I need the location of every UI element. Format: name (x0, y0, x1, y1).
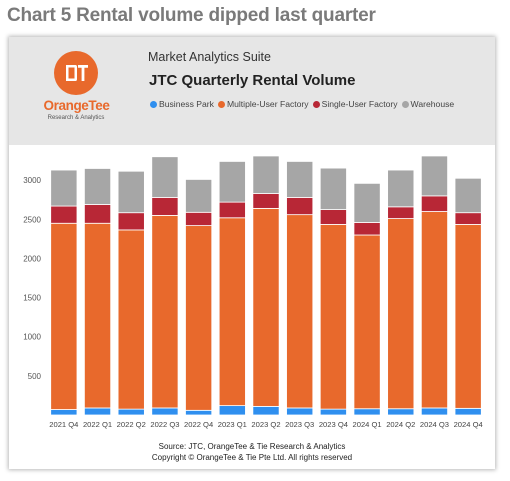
bar-segment-business-park (117, 408, 145, 416)
bar-segment-single-user-factory (151, 197, 179, 216)
bar-segment-single-user-factory (50, 205, 78, 224)
logo-monogram-icon (66, 65, 88, 81)
y-tick-label: 3000 (23, 176, 41, 185)
x-tick-label: 2023 Q3 (285, 420, 314, 429)
bar-segment-single-user-factory (117, 212, 145, 231)
x-tick-label: 2022 Q2 (117, 420, 146, 429)
bar-segment-multiple-user-factory (353, 234, 381, 410)
stacked-bar-chart: 500 1000 1500 2000 2500 3000 2021 Q4 2022 Q1 202… (23, 155, 483, 429)
bar-segment-multiple-user-factory (151, 215, 179, 409)
x-tick-label: 2021 Q4 (49, 420, 78, 429)
bar-segment-single-user-factory (218, 201, 246, 219)
bar-segment-business-park (387, 408, 415, 416)
bar-segment-multiple-user-factory (252, 207, 280, 407)
bar-segment-warehouse (84, 168, 112, 205)
y-tick-label: 2500 (23, 215, 41, 224)
bar-segment-single-user-factory (387, 206, 415, 219)
bar-segment-warehouse (151, 156, 179, 198)
bar-segment-multiple-user-factory (218, 217, 246, 407)
bar-segment-single-user-factory (353, 222, 381, 236)
bar-segment-multiple-user-factory (454, 224, 482, 409)
bar-segment-single-user-factory (454, 212, 482, 225)
logo-wordmark: OrangeTee (43, 98, 110, 113)
bar-segment-warehouse (218, 161, 246, 203)
x-tick-label: 2023 Q4 (319, 420, 348, 429)
bar-segment-single-user-factory (420, 195, 449, 212)
bar-segment-multiple-user-factory (50, 222, 78, 410)
bar-segment-warehouse (252, 155, 280, 194)
legend-item-single-user-factory: Single-User Factory (312, 99, 398, 109)
bar-segment-business-park (353, 408, 381, 416)
bar-segment-multiple-user-factory (420, 211, 449, 409)
bar-segment-warehouse (454, 177, 482, 214)
orangetee-logo-icon (54, 51, 98, 95)
legend-item-multiple-user-factory: Multiple-User Factory (217, 99, 309, 109)
bar-segment-warehouse (420, 155, 449, 197)
legend-label: Business Park (159, 99, 214, 109)
chart-legend: Business Park Multiple-User Factory Sing… (150, 99, 458, 109)
bar-segment-warehouse (353, 182, 381, 223)
x-tick-label: 2024 Q2 (386, 420, 415, 429)
x-tick-label: 2023 Q2 (251, 420, 280, 429)
bar-segment-business-park (84, 407, 112, 416)
legend-dot-icon (401, 100, 409, 108)
bar-segment-single-user-factory (185, 211, 213, 227)
bar-segment-warehouse (185, 179, 213, 213)
x-tick-label: 2023 Q1 (218, 420, 247, 429)
suite-name: Market Analytics Suite (148, 50, 271, 64)
bar-segment-business-park (50, 409, 78, 416)
bar-segment-business-park (151, 407, 179, 416)
bar-segment-warehouse (387, 169, 415, 208)
legend-dot-icon (217, 100, 225, 108)
bar-segment-multiple-user-factory (185, 225, 213, 411)
bar-segment-business-park (286, 407, 314, 416)
y-tick-label: 1000 (23, 333, 41, 342)
legend-label: Single-User Factory (321, 99, 398, 109)
x-tick-label: 2024 Q3 (420, 420, 449, 429)
y-tick-label: 500 (28, 372, 42, 381)
legend-item-business-park: Business Park (150, 99, 214, 109)
bar-segment-business-park (252, 405, 280, 416)
bar-segment-business-park (185, 409, 213, 416)
bar-segment-business-park (420, 407, 449, 416)
source-note: Source: JTC, OrangeTee & Tie Research & … (158, 442, 346, 451)
bar-segment-warehouse (50, 169, 78, 207)
bar-segment-multiple-user-factory (286, 214, 314, 409)
bar-segment-multiple-user-factory (84, 222, 112, 409)
chart-title: JTC Quarterly Rental Volume (149, 72, 356, 89)
bar-segment-business-park (218, 405, 246, 416)
legend-label: Warehouse (410, 99, 455, 109)
legend-item-warehouse: Warehouse (401, 99, 455, 109)
bar-segment-single-user-factory (252, 193, 280, 209)
x-tick-label: 2024 Q1 (353, 420, 382, 429)
bar-segment-business-park (319, 408, 347, 416)
bar-segment-multiple-user-factory (117, 229, 145, 410)
legend-dot-icon (312, 100, 320, 108)
bar-segment-single-user-factory (286, 197, 314, 216)
chart-banner: OrangeTee Research & Analytics Market An… (9, 37, 495, 145)
y-tick-label: 2000 (23, 254, 41, 263)
bar-segment-warehouse (319, 167, 347, 210)
chart-card: OrangeTee Research & Analytics Market An… (9, 37, 495, 469)
x-tick-label: 2022 Q3 (150, 420, 179, 429)
bar-segment-warehouse (286, 161, 314, 198)
bar-segment-multiple-user-factory (319, 224, 347, 410)
y-tick-label: 1500 (23, 294, 41, 303)
bar-segment-business-park (454, 407, 482, 416)
bar-segment-single-user-factory (84, 204, 112, 224)
logo-subtext: Research & Analytics (47, 115, 105, 121)
x-tick-label: 2022 Q1 (83, 420, 112, 429)
legend-dot-icon (150, 100, 157, 108)
x-tick-label: 2022 Q4 (184, 420, 213, 429)
copyright-note: Copyright © OrangeTee & Tie Pte Ltd. All… (151, 453, 353, 462)
legend-label: Multiple-User Factory (226, 99, 309, 109)
bar-segment-multiple-user-factory (387, 218, 415, 410)
page-heading: Chart 5 Rental volume dipped last quarte… (7, 5, 376, 26)
x-tick-label: 2024 Q4 (454, 420, 483, 429)
bar-segment-warehouse (117, 170, 145, 214)
bar-segment-single-user-factory (319, 209, 347, 225)
